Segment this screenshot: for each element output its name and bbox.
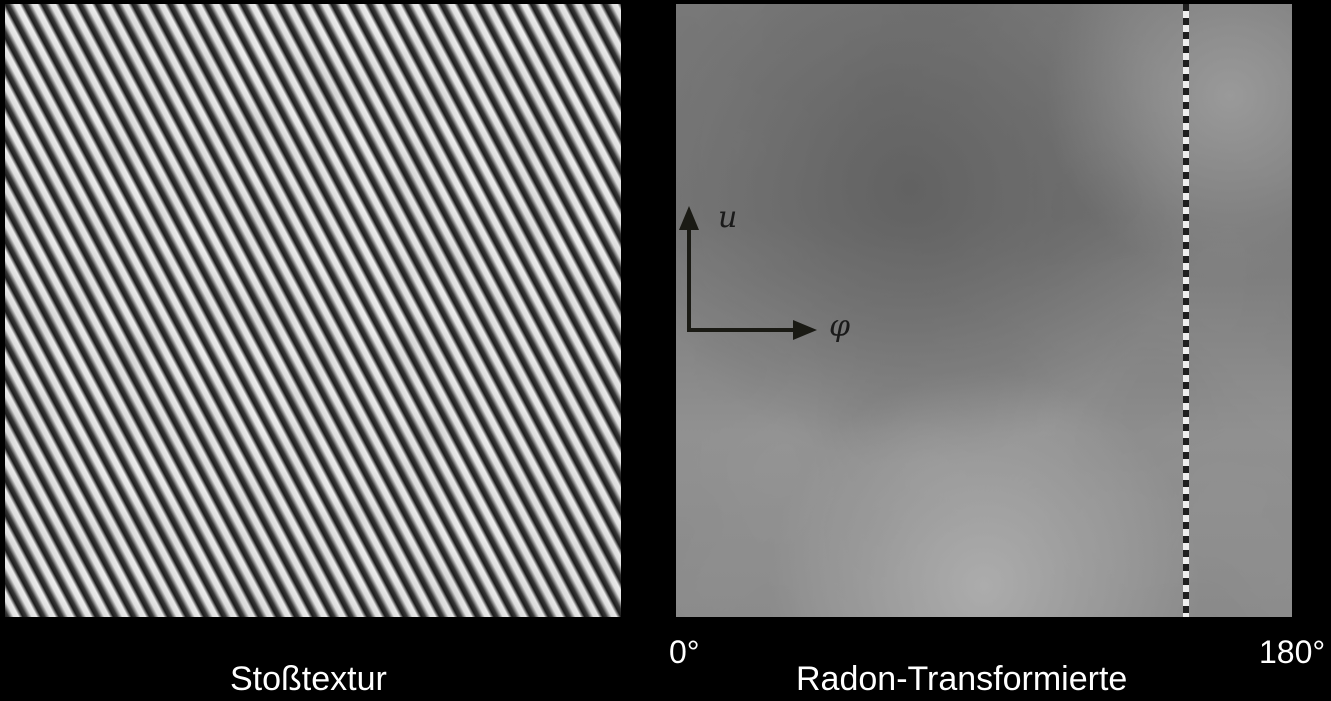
radon-transform-image [676,4,1292,617]
radon-peak-line [1183,4,1189,617]
u-axis-label: u [718,200,738,235]
angle-end-tick: 180° [1259,634,1326,670]
angle-start-tick: 0° [669,634,700,670]
texture-stripes-graphic [5,4,621,617]
radon-caption: Radon-Transformierte [796,660,1128,698]
texture-caption: Stoßtextur [230,660,387,698]
radon-graphic [676,4,1292,617]
texture-image [5,4,621,617]
phi-axis-label: φ [829,309,851,344]
